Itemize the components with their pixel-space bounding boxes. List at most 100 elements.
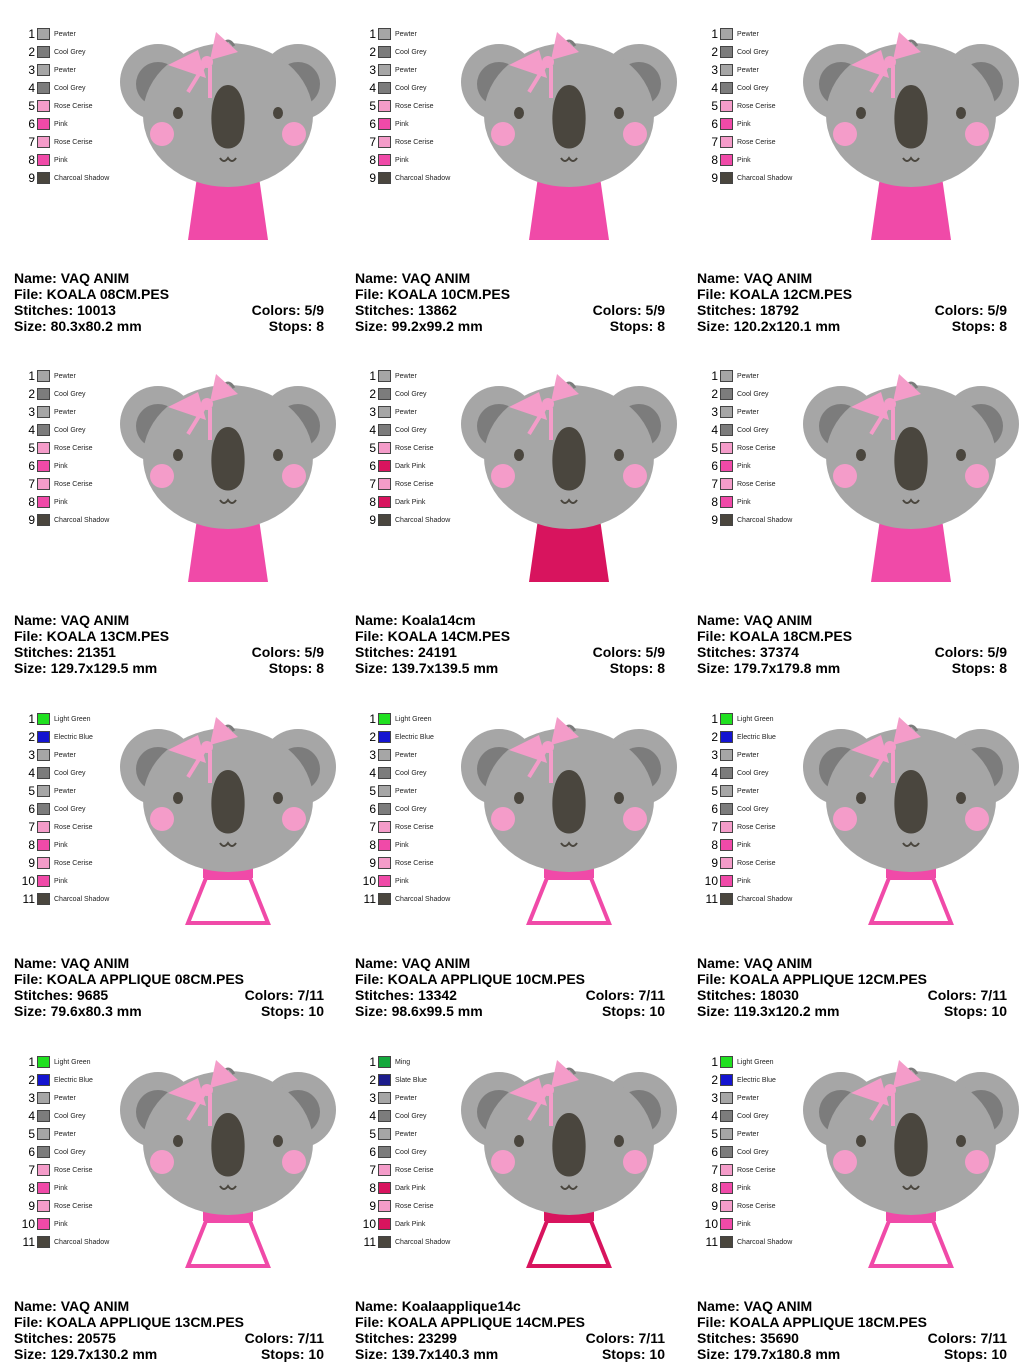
mouth — [560, 156, 578, 162]
info-value-colors: 7/11 — [980, 1330, 1007, 1346]
info-label: File: — [355, 1314, 384, 1330]
info-left: Name: VAQ ANIM — [697, 955, 812, 971]
right-cheek — [282, 122, 306, 146]
info-row: Stitches: 10013 Colors: 5/9 — [14, 302, 324, 318]
thread-color-row: 9 Charcoal Shadow — [358, 512, 450, 528]
info-left: Size: 119.3x120.2 mm — [697, 1003, 839, 1019]
thread-color-row: 2 Cool Grey — [358, 44, 427, 60]
thread-swatch — [378, 839, 391, 851]
info-row: Size: 129.7x129.5 mm Stops: 8 — [14, 660, 324, 676]
info-left: File: KOALA APPLIQUE 14CM.PES — [355, 1314, 585, 1330]
thread-color-row: 5 Rose Cerise — [700, 440, 776, 456]
info-left: File: KOALA APPLIQUE 13CM.PES — [14, 1314, 244, 1330]
info-left: Stitches: 20575 — [14, 1330, 116, 1346]
design-info: Name: VAQ ANIM File: KOALA APPLIQUE 10CM.… — [355, 955, 665, 1019]
thread-swatch — [378, 785, 391, 797]
info-value-size: 179.7x179.8 mm — [733, 660, 841, 676]
thread-color-row: 9 Rose Cerise — [358, 855, 434, 871]
info-label: Colors: — [251, 302, 301, 318]
thread-name: Charcoal Shadow — [395, 1238, 451, 1246]
thread-color-row: 2 Cool Grey — [700, 386, 769, 402]
nose — [552, 85, 586, 149]
thread-swatch — [37, 803, 50, 815]
info-value-name: VAQ ANIM — [60, 270, 130, 286]
thread-swatch — [720, 172, 733, 184]
info-value-name: VAQ ANIM — [60, 612, 130, 628]
thread-color-row: 7 Rose Cerise — [700, 476, 776, 492]
info-row: Name: Koala14cm — [355, 612, 665, 628]
thread-swatch — [37, 893, 50, 905]
thread-number: 7 — [711, 820, 718, 834]
thread-color-row: 7 Rose Cerise — [17, 819, 93, 835]
thread-swatch — [37, 1218, 50, 1230]
thread-name: Rose Cerise — [737, 1166, 776, 1174]
thread-swatch — [378, 496, 391, 508]
thread-color-row: 3 Pewter — [700, 404, 759, 420]
info-row: Size: 139.7x140.3 mm Stops: 10 — [355, 1346, 665, 1362]
thread-swatch — [720, 1218, 733, 1230]
info-label: Name: — [697, 955, 740, 971]
thread-name: Cool Grey — [737, 1148, 769, 1156]
mouth — [560, 498, 578, 504]
info-label: Stitches: — [14, 644, 74, 660]
nose — [552, 427, 586, 491]
thread-color-row: 7 Rose Cerise — [358, 476, 434, 492]
thread-color-row: 3 Pewter — [358, 747, 417, 763]
thread-swatch — [720, 1056, 733, 1068]
thread-color-row: 6 Pink — [358, 116, 409, 132]
thread-swatch — [378, 46, 391, 58]
info-value-colors: 5/9 — [987, 644, 1007, 660]
thread-number: 3 — [369, 1091, 376, 1105]
thread-number: 2 — [369, 730, 376, 744]
left-eye — [173, 1135, 183, 1147]
thread-swatch — [37, 118, 50, 130]
info-value-stitches: 20575 — [77, 1330, 116, 1346]
thread-color-row: 4 Cool Grey — [17, 1108, 86, 1124]
info-row: Size: 129.7x130.2 mm Stops: 10 — [14, 1346, 324, 1362]
thread-color-row: 4 Cool Grey — [700, 765, 769, 781]
thread-name: Pewter — [395, 751, 417, 759]
bow-knot — [542, 741, 554, 753]
info-row: Name: VAQ ANIM — [14, 1298, 324, 1314]
thread-color-row: 3 Pewter — [17, 1090, 76, 1106]
right-cheek — [623, 464, 647, 488]
info-row: Stitches: 13342 Colors: 7/11 — [355, 987, 665, 1003]
thread-number: 6 — [28, 459, 35, 473]
thread-number: 2 — [711, 45, 718, 59]
thread-name: Charcoal Shadow — [54, 174, 110, 182]
thread-name: Cool Grey — [395, 48, 427, 56]
design-info: Name: Koala14cm File: KOALA 14CM.PES Stitc… — [355, 612, 665, 676]
thread-swatch — [378, 406, 391, 418]
info-value-stitches: 10013 — [77, 302, 116, 318]
left-cheek — [491, 122, 515, 146]
thread-number: 4 — [28, 423, 35, 437]
thread-swatch — [37, 370, 50, 382]
right-eye — [614, 449, 624, 461]
info-right: Colors: 7/11 — [586, 1330, 665, 1346]
thread-color-row: 5 Rose Cerise — [17, 440, 93, 456]
thread-swatch — [37, 839, 50, 851]
thread-swatch — [720, 731, 733, 743]
thread-number: 8 — [369, 838, 376, 852]
thread-color-row: 2 Cool Grey — [358, 386, 427, 402]
info-row: Size: 139.7x139.5 mm Stops: 8 — [355, 660, 665, 676]
thread-swatch — [378, 82, 391, 94]
applique-outline — [868, 876, 954, 925]
thread-swatch — [37, 713, 50, 725]
thread-swatch — [378, 1146, 391, 1158]
bow-ribbons — [869, 749, 895, 783]
info-value-size: 119.3x120.2 mm — [733, 1003, 840, 1019]
left-eye — [173, 792, 183, 804]
thread-color-row: 6 Pink — [700, 116, 751, 132]
info-value-file: KOALA APPLIQUE 12CM.PES — [729, 971, 927, 987]
koala-artwork — [120, 717, 336, 925]
thread-name: Pink — [395, 156, 409, 164]
thread-name: Cool Grey — [54, 426, 86, 434]
thread-color-row: 2 Electric Blue — [700, 1072, 776, 1088]
info-label: File: — [14, 971, 43, 987]
info-right: Colors: 7/11 — [245, 1330, 324, 1346]
thread-color-row: 4 Cool Grey — [17, 765, 86, 781]
thread-number: 1 — [369, 27, 376, 41]
thread-number: 4 — [369, 81, 376, 95]
thread-number: 9 — [28, 171, 35, 185]
